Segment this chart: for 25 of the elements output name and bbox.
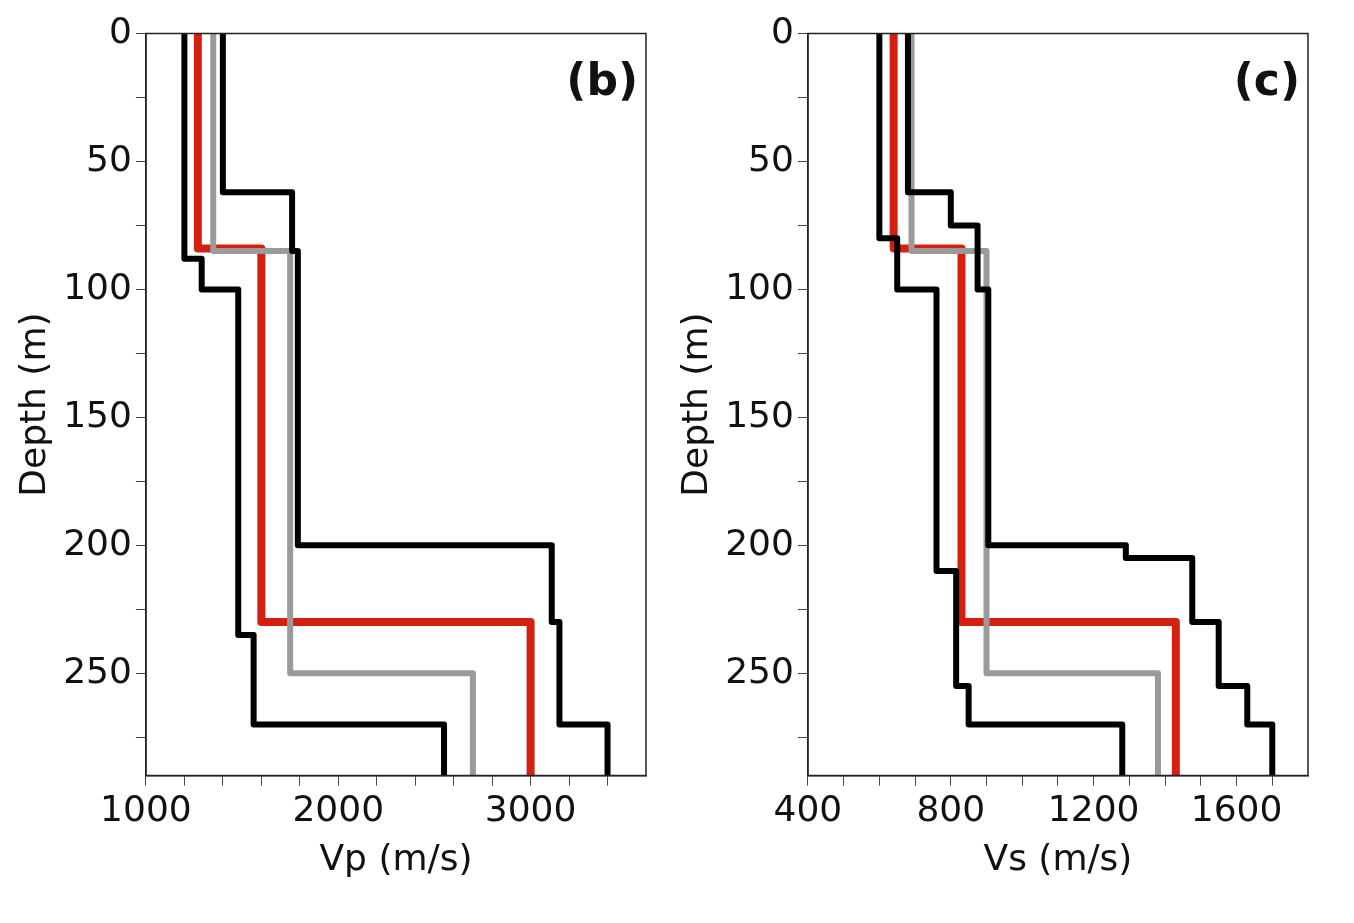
x-tick-label: 1200	[1047, 787, 1140, 829]
y-tick-label: 150	[725, 393, 794, 435]
x-tick-label: 2000	[292, 787, 385, 829]
y-tick-label: 250	[63, 649, 132, 691]
x-tick-label: 1000	[100, 787, 192, 829]
y-axis-title: Depth (m)	[11, 312, 53, 497]
y-tick-label: 200	[725, 521, 794, 563]
annotation: (c)	[1233, 54, 1300, 106]
y-axis-title: Depth (m)	[673, 312, 715, 497]
y-tick-label: 250	[725, 649, 794, 691]
x-tick-label: 400	[773, 787, 843, 829]
x-axis-title: Vp (m/s)	[319, 836, 473, 878]
x-tick-label: 3000	[484, 787, 577, 829]
y-tick-label: 50	[86, 137, 132, 179]
x-tick-label: 800	[916, 787, 986, 829]
y-tick-label: 0	[771, 9, 794, 51]
y-tick-label: 200	[63, 521, 132, 563]
y-tick-label: 50	[748, 137, 794, 179]
y-tick-label: 100	[63, 265, 132, 307]
annotation: (b)	[566, 54, 638, 106]
x-tick-label: 1600	[1190, 787, 1283, 829]
y-tick-label: 0	[109, 9, 132, 51]
y-tick-label: 150	[63, 393, 132, 435]
x-axis-title: Vs (m/s)	[983, 836, 1133, 878]
y-tick-label: 100	[725, 265, 794, 307]
